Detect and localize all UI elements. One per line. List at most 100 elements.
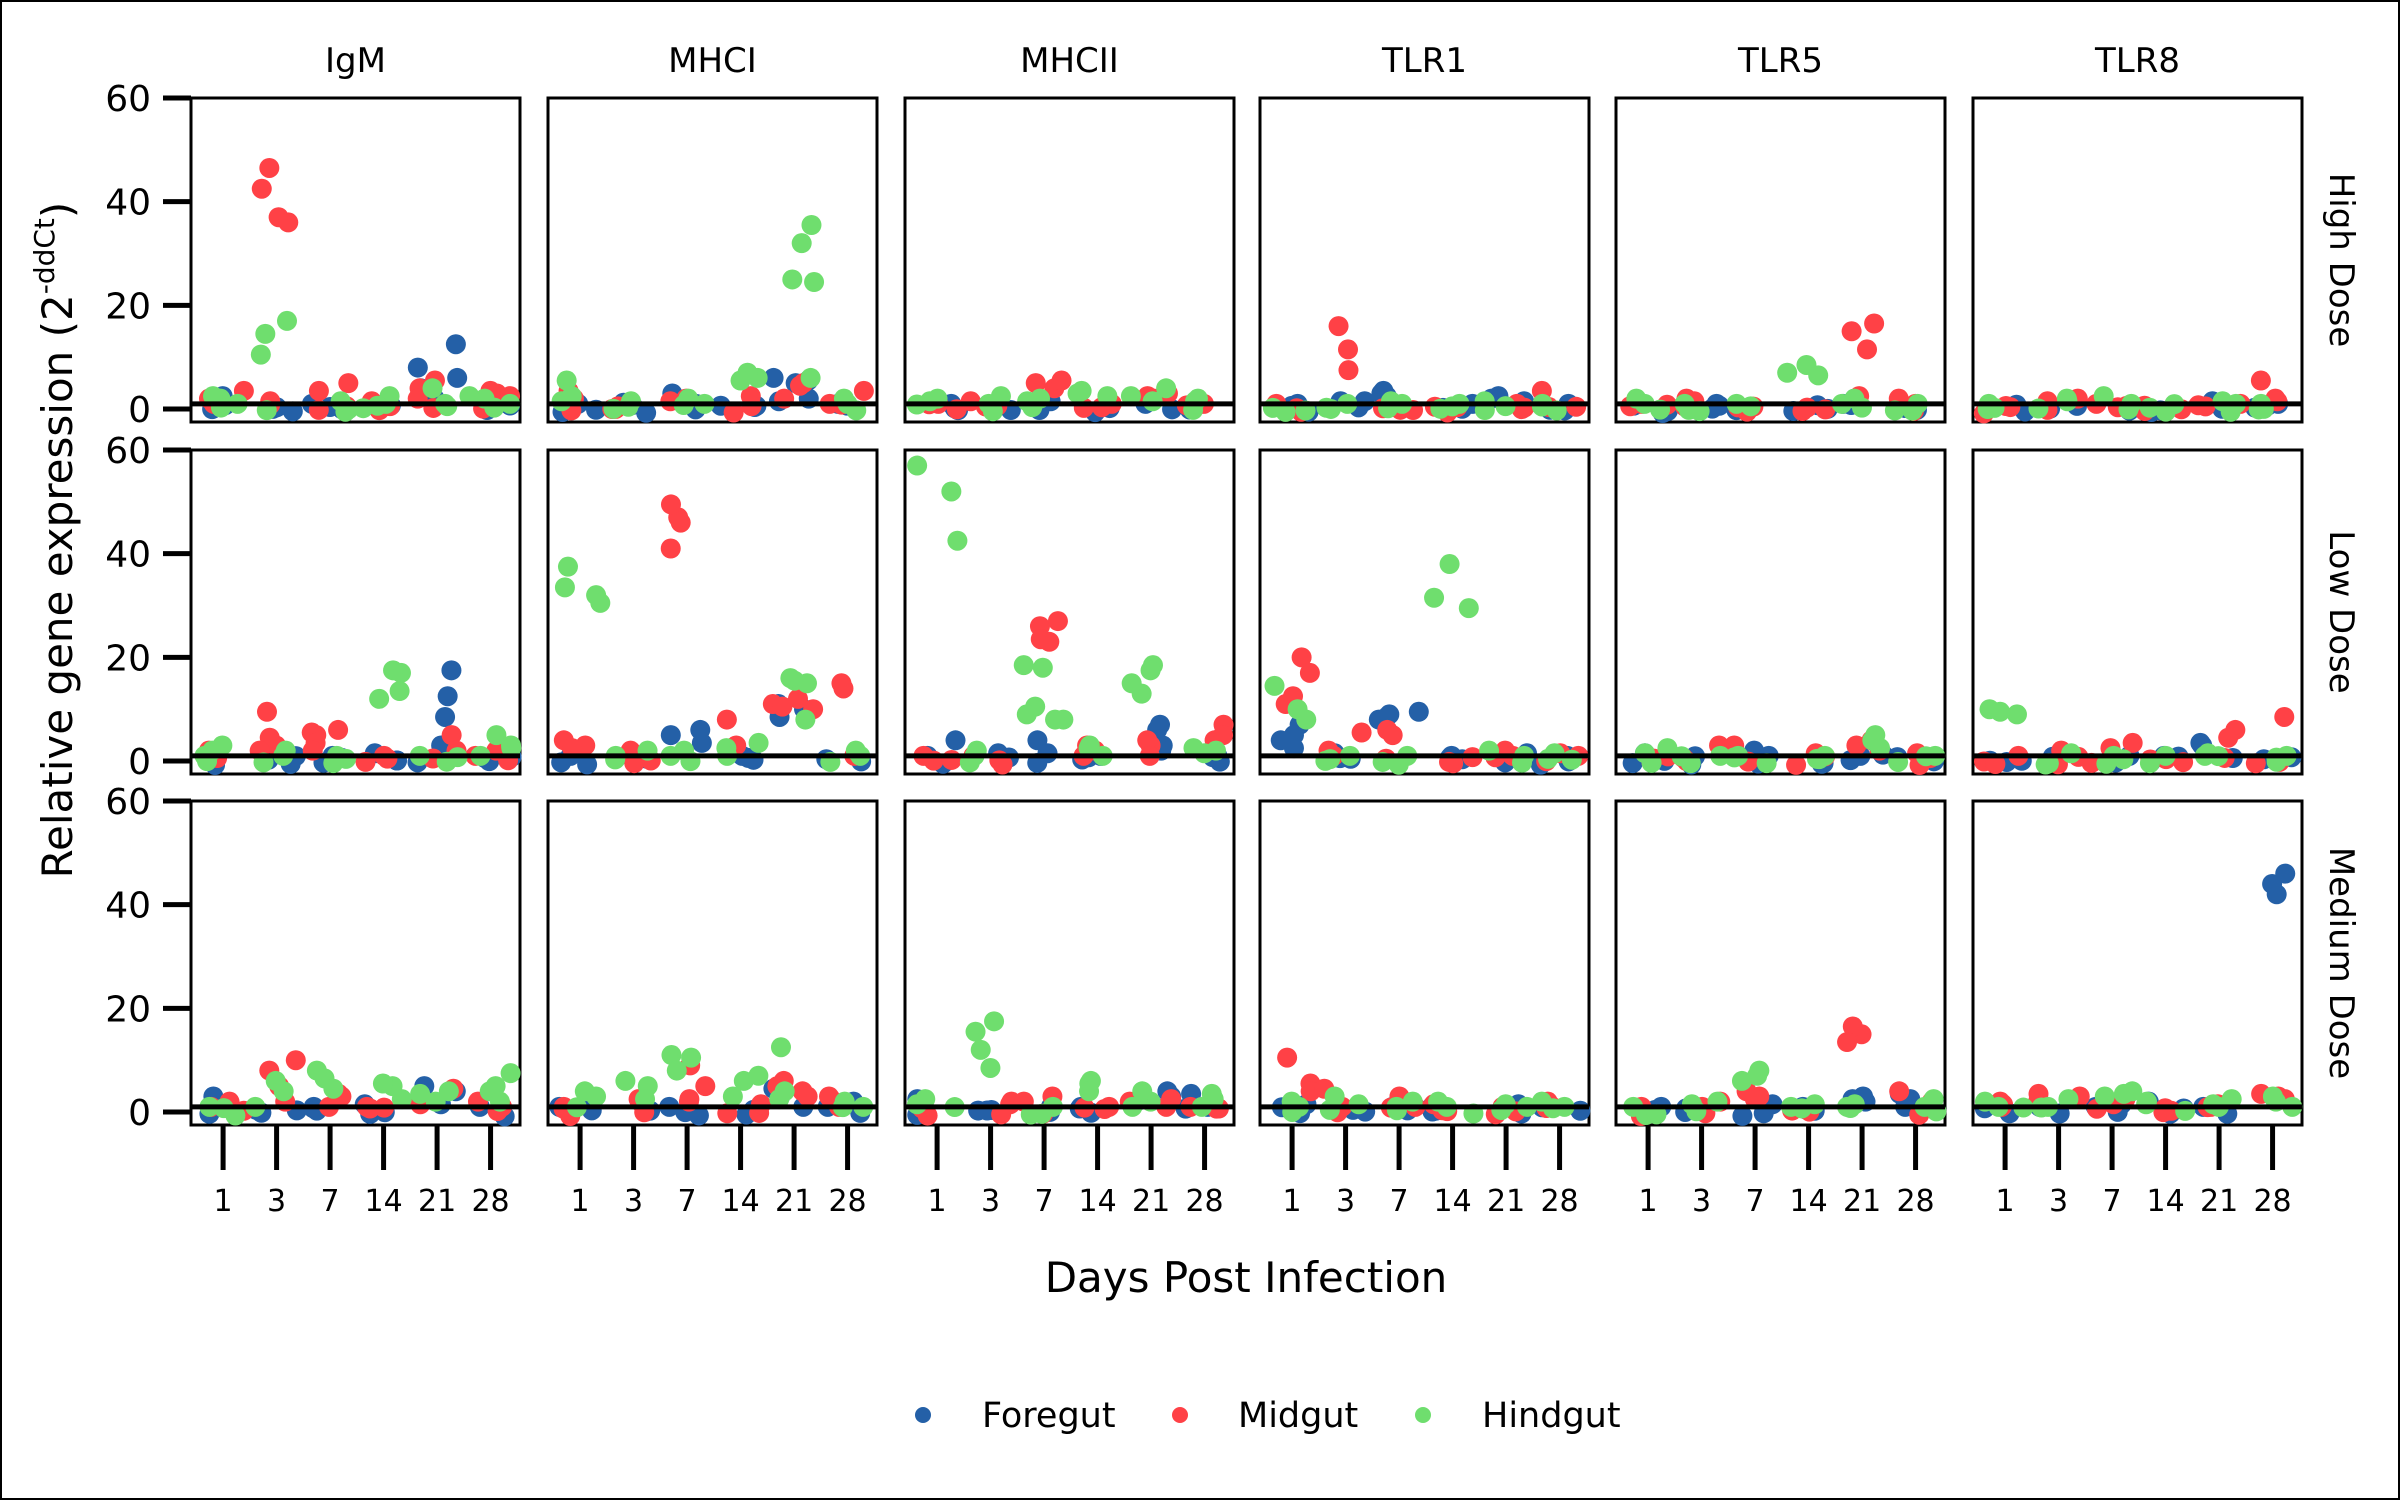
- x-tick-label: 21: [418, 1184, 456, 1219]
- data-point-midgut: [1889, 1081, 1910, 1102]
- data-point-midgut: [716, 709, 737, 730]
- data-point-midgut: [308, 380, 329, 401]
- data-point-hindgut: [980, 1057, 1001, 1078]
- data-point-hindgut: [1561, 749, 1582, 770]
- panel-tlr8-high-dose: [1971, 96, 2304, 424]
- data-point-hindgut: [556, 370, 577, 391]
- panel-mhcii-low-dose: [903, 448, 1236, 776]
- data-point-hindgut: [557, 556, 578, 577]
- data-point-hindgut: [804, 272, 825, 293]
- data-point-hindgut: [586, 1086, 607, 1107]
- data-point-hindgut: [800, 367, 821, 388]
- data-point-hindgut: [1140, 660, 1161, 681]
- data-point-hindgut: [2058, 1089, 2079, 1110]
- data-point-hindgut: [438, 1081, 459, 1102]
- row-label-medium-dose: Medium Dose: [2321, 847, 2361, 1079]
- data-point-hindgut: [1097, 386, 1118, 407]
- data-point-midgut: [1842, 1016, 1863, 1037]
- data-point-midgut: [1864, 313, 1885, 334]
- x-tick-label: 21: [775, 1184, 813, 1219]
- data-point-foregut: [407, 357, 428, 378]
- panel-mhci-high-dose: [546, 96, 879, 424]
- panel-grid: IgM MHCI MHCII TLR1 TLR5 TLR8 High Dose Low Dos…: [105, 41, 2361, 1219]
- panel-frame: [1614, 799, 1947, 1127]
- data-point-midgut: [819, 1086, 840, 1107]
- data-point-hindgut: [250, 344, 271, 365]
- data-point-foregut: [660, 725, 681, 746]
- panel-frame: [1614, 448, 1947, 776]
- column-header-mhcii: MHCII: [1020, 41, 1119, 81]
- data-point-hindgut: [2094, 1086, 2115, 1107]
- x-tick-label: 28: [1185, 1184, 1223, 1219]
- data-point-midgut: [561, 738, 582, 759]
- data-point-midgut: [1566, 396, 1587, 417]
- data-point-midgut: [1299, 662, 1320, 683]
- data-point-hindgut: [635, 1089, 656, 1110]
- x-tick-label: 7: [1035, 1184, 1054, 1219]
- data-point-hindgut: [748, 732, 769, 753]
- data-point-hindgut: [907, 455, 928, 476]
- y-tick-label: 60: [105, 79, 151, 120]
- data-point-midgut: [941, 749, 962, 770]
- data-point-midgut: [1051, 370, 1072, 391]
- data-point-midgut: [278, 212, 299, 233]
- data-point-hindgut: [795, 709, 816, 730]
- data-point-hindgut: [618, 396, 639, 417]
- data-point-hindgut: [369, 688, 390, 709]
- data-point-foregut: [437, 686, 458, 707]
- data-point-hindgut: [1348, 1094, 1369, 1115]
- data-point-midgut: [2218, 727, 2239, 748]
- x-tick-label: 21: [1487, 1184, 1525, 1219]
- data-point-hindgut: [1071, 380, 1092, 401]
- panel-tlr1-low-dose: [1258, 448, 1591, 776]
- data-point-hindgut: [970, 1039, 991, 1060]
- x-tick-label: 28: [1540, 1184, 1578, 1219]
- data-point-foregut: [1150, 714, 1171, 735]
- data-point-midgut: [1039, 631, 1060, 652]
- data-point-midgut: [723, 402, 744, 423]
- data-point-hindgut: [410, 1083, 431, 1104]
- data-point-midgut: [2274, 706, 2295, 727]
- data-point-hindgut: [2006, 704, 2027, 725]
- data-point-midgut: [441, 725, 462, 746]
- data-point-hindgut: [306, 1060, 327, 1081]
- x-tick-label: 1: [214, 1184, 233, 1219]
- panel-igm-low-dose: 0 20 40 60: [105, 431, 522, 783]
- data-point-midgut: [1382, 725, 1403, 746]
- panel-frame: [1258, 799, 1591, 1127]
- row-label-low-dose: Low Dose: [2321, 530, 2361, 693]
- data-point-hindgut: [1731, 1070, 1752, 1091]
- data-point-hindgut: [554, 577, 575, 598]
- x-tick-label: 14: [1078, 1184, 1116, 1219]
- y-tick-label: 0: [128, 390, 151, 431]
- data-point-midgut: [1797, 397, 1818, 418]
- legend-marker-midgut: [1172, 1407, 1188, 1423]
- data-point-hindgut: [801, 215, 822, 236]
- data-point-midgut: [259, 157, 280, 178]
- legend-marker-hindgut: [1415, 1407, 1431, 1423]
- data-point-hindgut: [1320, 749, 1341, 770]
- legend-marker-foregut: [915, 1407, 931, 1423]
- column-header-mhci: MHCI: [668, 41, 757, 81]
- data-point-hindgut: [722, 1086, 743, 1107]
- x-tick-label: 14: [1789, 1184, 1827, 1219]
- x-tick-label: 1: [1283, 1184, 1302, 1219]
- y-axis-label-suffix: ): [33, 202, 82, 218]
- data-point-hindgut: [791, 233, 812, 254]
- legend-item-hindgut: Hindgut: [1415, 1396, 1621, 1436]
- x-tick-label: 28: [471, 1184, 509, 1219]
- panel-mhci-medium-dose: 1 3 7 14 21 28: [546, 799, 879, 1219]
- x-tick-label: 3: [981, 1184, 1000, 1219]
- y-tick-label: 20: [105, 638, 151, 679]
- x-tick-label: 1: [571, 1184, 590, 1219]
- data-point-hindgut: [915, 1089, 936, 1110]
- panel-frame: [189, 448, 522, 776]
- data-point-midgut: [1291, 647, 1312, 668]
- data-point-hindgut: [2175, 1100, 2196, 1121]
- panel-frame: [903, 799, 1236, 1127]
- data-point-foregut: [577, 754, 598, 775]
- x-tick-label: 7: [678, 1184, 697, 1219]
- x-tick-label: 1: [1639, 1184, 1658, 1219]
- data-point-midgut: [251, 178, 272, 199]
- data-point-hindgut: [1388, 754, 1409, 775]
